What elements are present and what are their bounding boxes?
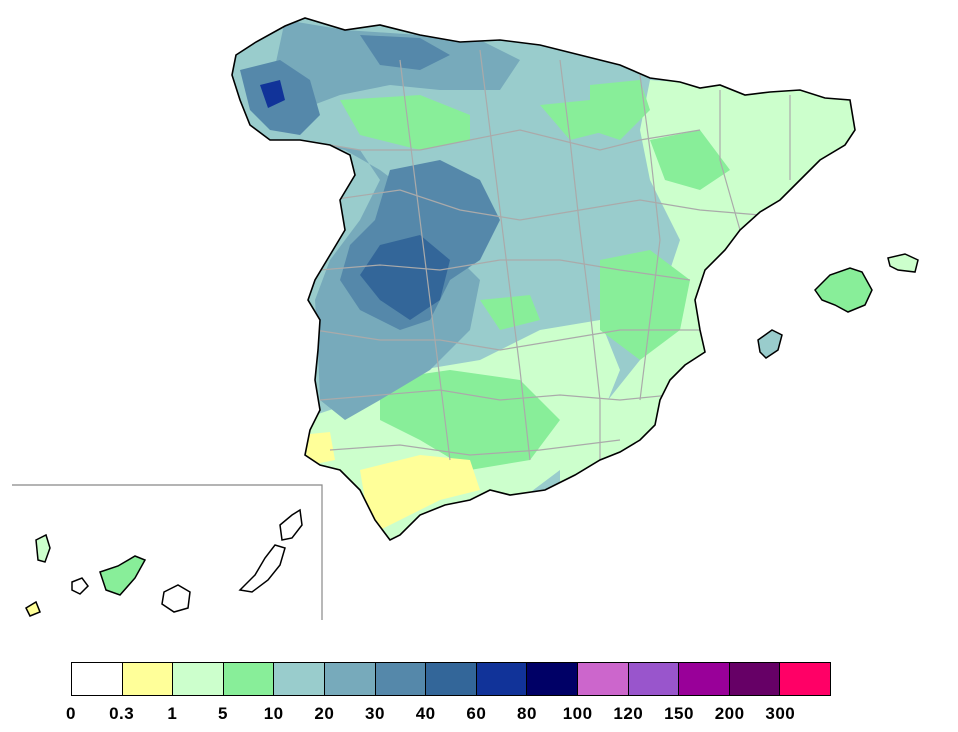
balearic-islands [757,253,919,359]
legend-color-bar [71,662,831,696]
legend-tick-label: 150 [664,704,694,723]
legend-tick-label: 10 [263,704,284,723]
legend-swatch [476,663,528,695]
peninsula [231,17,856,542]
legend-tick-label: 80 [517,704,537,723]
island-el-hierro [25,600,41,617]
legend-swatch [173,663,224,695]
island-la-gomera [71,577,89,595]
legend-labels: 0 0.3 1 5 10 20 30 40 60 80 100 120 150 200 300 [0,704,958,724]
legend-tick-label: 40 [415,704,436,723]
canary-islands-inset [12,484,323,620]
legend-tick-label: 100 [562,704,593,723]
legend-swatch [223,663,275,695]
legend-tick-label: 60 [466,704,487,723]
legend-swatch [274,663,325,695]
zone-south-coast-yellow [360,455,480,530]
island-menorca [887,253,919,273]
legend-tick-label: 0.3 [109,704,135,723]
legend-tick-label: 20 [314,704,335,723]
legend-tick-label: 200 [714,704,745,723]
legend-tick-label: 120 [613,704,644,723]
legend-swatch [679,663,730,695]
island-la-palma [35,533,51,563]
zone-galicia-dark [260,80,285,108]
spain-precipitation-map [12,17,919,620]
province-borders [299,49,791,470]
island-mallorca [814,267,873,313]
legend-tick-label: 300 [765,704,796,723]
zone-andalusia-green [480,295,540,330]
legend-tick-label: 1 [167,704,178,723]
legend-tick-label: 30 [365,704,385,723]
zone-cantabria-blue [360,35,450,70]
legend-tick-label: 0 [66,704,76,723]
peninsula-coastline [231,17,856,542]
legend-swatch [375,663,427,695]
precipitation-zones [240,20,855,540]
legend-swatch [426,663,477,695]
legend-swatch [527,663,578,695]
legend-swatch [577,663,629,695]
zone-center-dark-blue [360,235,450,320]
island-ibiza [757,329,783,359]
inset-frame [12,484,323,620]
legend-swatch [324,663,376,695]
zone-southwest-yellow [300,432,335,465]
legend-swatch [780,663,830,695]
zone-central-green [340,95,470,150]
legend-swatch [628,663,680,695]
island-lanzarote [279,508,303,541]
legend-swatch [729,663,781,695]
zone-levante-green [600,250,690,360]
legend-tick-label: 5 [218,704,228,723]
zone-east-green [650,130,730,190]
island-tenerife [99,555,147,596]
island-gran-canaria [161,584,191,613]
island-fuerteventura [238,544,286,593]
legend-swatch [72,663,123,695]
zone-ebro-green [540,100,610,140]
zone-south-green [380,370,560,470]
legend-swatch [122,663,174,695]
